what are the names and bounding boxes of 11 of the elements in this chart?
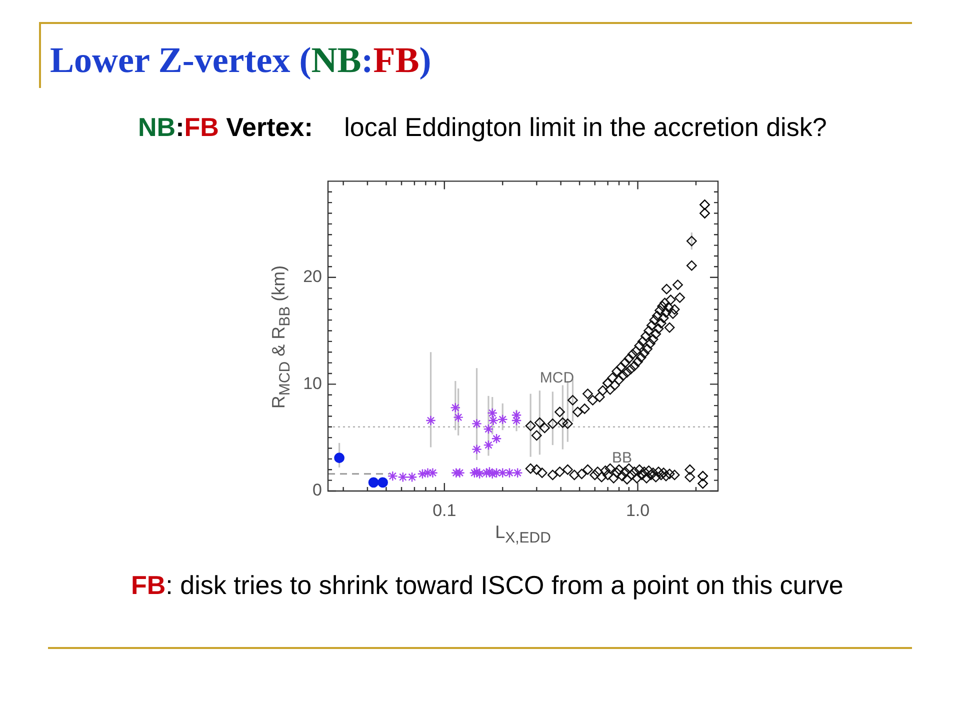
text: NB:FB Vertex: local Eddington limit in the accretion disk?: [138, 112, 827, 142]
annotation: MCD: [540, 370, 574, 386]
x-tick-label: 0.1: [432, 500, 456, 520]
annotation: BB: [612, 450, 632, 466]
x-tick-label: 1.0: [626, 500, 650, 520]
y-tick-label: 10: [303, 374, 322, 393]
y-tick-label: 20: [303, 267, 322, 286]
text: FB: disk tries to shrink toward ISCO from a point on this curve: [131, 570, 844, 601]
y-tick-label: 0: [312, 480, 322, 500]
chart-title: Lower Z-vertex (NB:FB): [50, 39, 432, 81]
x-axis-title: L$_{X,EDD}$: [495, 522, 551, 547]
